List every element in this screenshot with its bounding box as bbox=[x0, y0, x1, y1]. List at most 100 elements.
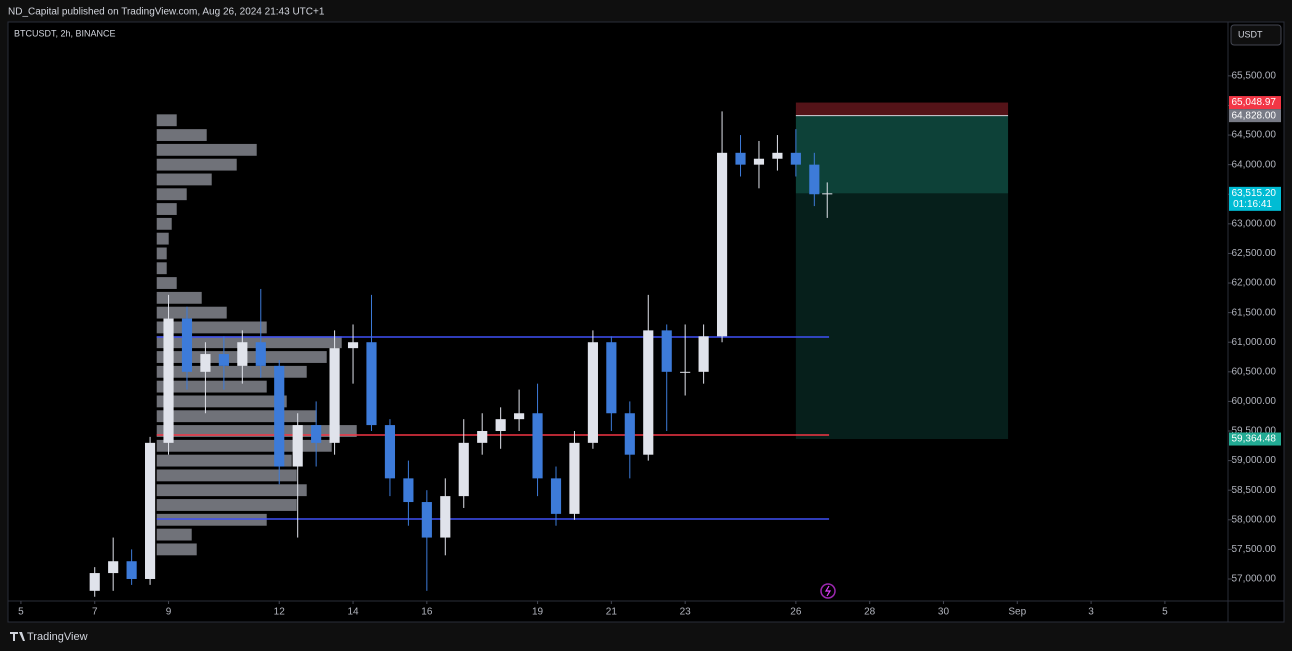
price-label: 63,515.20 bbox=[1232, 188, 1277, 199]
y-tick-label: 64,500.00 bbox=[1232, 130, 1277, 141]
volume-bar bbox=[156, 395, 287, 408]
candle-body bbox=[440, 496, 451, 538]
candle-body bbox=[366, 342, 377, 426]
price-label-box bbox=[1229, 109, 1281, 123]
candle-body bbox=[716, 152, 728, 337]
volume-bar bbox=[156, 543, 197, 556]
volume-bar bbox=[156, 321, 267, 334]
plot: 57,000.00 57,500.00 58,000.00 58,500.00 59,0… bbox=[18, 71, 1281, 618]
candle-body bbox=[89, 573, 100, 591]
candle-body bbox=[126, 561, 137, 579]
x-tick-label: 19 bbox=[532, 607, 544, 618]
volume-bar bbox=[156, 380, 267, 393]
price-label: 64,828.00 bbox=[1232, 110, 1277, 121]
volume-bar bbox=[156, 469, 297, 482]
y-tick-label: 58,000.00 bbox=[1232, 514, 1277, 525]
candle-body bbox=[384, 425, 396, 479]
x-tick-label: 21 bbox=[606, 607, 618, 618]
volume-bar bbox=[156, 439, 332, 452]
volume-bar bbox=[156, 528, 192, 541]
lightning-icon[interactable] bbox=[820, 583, 836, 599]
volume-bar bbox=[156, 513, 267, 526]
y-tick-label: 63,000.00 bbox=[1232, 218, 1277, 229]
candle-body bbox=[292, 425, 303, 467]
volume-bar bbox=[156, 247, 167, 260]
brand: TradingView bbox=[27, 631, 88, 643]
candle-body bbox=[274, 365, 285, 467]
candle-body bbox=[587, 342, 598, 443]
y-tick-label: 58,500.00 bbox=[1232, 485, 1277, 496]
profit-zone-open bbox=[795, 115, 1009, 194]
candle-body bbox=[403, 478, 414, 503]
countdown: 01:16:41 bbox=[1233, 199, 1272, 210]
candle-body bbox=[514, 413, 525, 420]
candle-body bbox=[145, 442, 156, 579]
candle-body bbox=[822, 193, 833, 195]
y-tick-label: 64,000.00 bbox=[1232, 159, 1277, 170]
x-tick-label: 5 bbox=[1162, 607, 1168, 618]
candle-body bbox=[477, 431, 488, 443]
price-label: 59,364.48 bbox=[1232, 434, 1277, 445]
x-tick-label: 3 bbox=[1088, 607, 1094, 618]
x-tick-label: 28 bbox=[864, 607, 876, 618]
volume-bar bbox=[156, 425, 357, 437]
volume-bar bbox=[156, 158, 237, 171]
candle-body bbox=[735, 152, 746, 165]
candle-body bbox=[624, 413, 635, 455]
candle-body bbox=[809, 164, 820, 195]
x-tick-label: 5 bbox=[18, 607, 24, 618]
x-tick-label: 23 bbox=[680, 607, 692, 618]
volume-bar bbox=[156, 262, 167, 275]
x-tick-label: 30 bbox=[938, 607, 950, 618]
candle-body bbox=[218, 354, 229, 366]
volume-bar bbox=[156, 232, 169, 245]
y-tick-label: 59,500.00 bbox=[1232, 426, 1277, 437]
candle-body bbox=[753, 158, 765, 165]
candle-body bbox=[108, 561, 119, 574]
candle-body bbox=[495, 419, 506, 432]
symbol-title: BTCUSDT, 2h, BINANCE bbox=[14, 28, 116, 38]
price-label-box bbox=[1229, 186, 1281, 211]
price-label: 65,048.97 bbox=[1232, 97, 1277, 108]
price-label-box bbox=[1229, 96, 1281, 110]
y-tick-label: 62,000.00 bbox=[1232, 278, 1277, 289]
candle-body bbox=[790, 152, 801, 165]
volume-bar bbox=[156, 336, 342, 349]
y-tick-label: 62,500.00 bbox=[1232, 248, 1277, 259]
volume-bar bbox=[156, 114, 177, 127]
x-tick-label: 7 bbox=[92, 607, 98, 618]
candle-body bbox=[532, 413, 543, 479]
volume-bar bbox=[156, 306, 227, 319]
volume-bar bbox=[156, 410, 317, 423]
y-tick-label: 60,000.00 bbox=[1232, 396, 1277, 407]
volume-bar bbox=[156, 484, 307, 497]
stop-zone bbox=[795, 102, 1009, 116]
y-tick-label: 60,500.00 bbox=[1232, 366, 1277, 377]
y-tick-label: 57,500.00 bbox=[1232, 544, 1277, 555]
x-tick-label: 14 bbox=[347, 607, 359, 618]
volume-bar bbox=[156, 143, 257, 156]
x-tick-label: 16 bbox=[421, 607, 433, 618]
candle-body bbox=[680, 371, 691, 373]
volume-bar bbox=[156, 499, 297, 511]
candle-body bbox=[661, 330, 672, 372]
candle-body bbox=[458, 442, 469, 497]
volume-bar bbox=[156, 129, 207, 141]
candle-body bbox=[200, 354, 211, 372]
publisher: ND_Capital published on TradingView.com,… bbox=[8, 7, 325, 18]
y-tick-label: 61,000.00 bbox=[1232, 337, 1277, 348]
candle-body bbox=[569, 442, 580, 514]
profit-zone bbox=[795, 193, 1009, 440]
x-tick-label: 9 bbox=[166, 607, 172, 618]
volume-bar bbox=[156, 291, 202, 304]
candle-body bbox=[772, 152, 783, 159]
candle-body bbox=[237, 342, 248, 366]
candle-body bbox=[255, 342, 266, 366]
volume-bar bbox=[156, 454, 292, 467]
volume-bar bbox=[156, 217, 172, 230]
y-tick-label: 59,000.00 bbox=[1232, 455, 1277, 466]
volume-bar bbox=[156, 277, 177, 289]
unit-button[interactable] bbox=[1230, 24, 1282, 46]
candle-body bbox=[311, 425, 322, 443]
